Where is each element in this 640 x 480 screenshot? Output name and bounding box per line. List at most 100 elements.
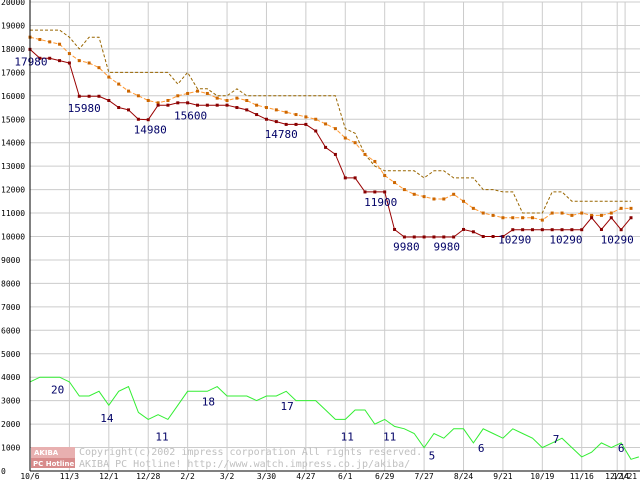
x-tick-label: 10/19 <box>530 472 554 480</box>
series-2-point <box>235 96 239 100</box>
series-3-point <box>343 176 347 180</box>
series-3-point <box>166 103 170 107</box>
series-2-point <box>127 89 131 93</box>
x-tick-label: 9/21 <box>493 472 512 480</box>
series-3-point <box>442 235 446 239</box>
series-2-point <box>38 38 42 42</box>
series-2-point <box>304 115 308 119</box>
series-2-point <box>186 91 190 95</box>
series-3-point <box>540 228 544 232</box>
data-label: 9980 <box>393 241 420 254</box>
data-label: 14980 <box>134 123 167 136</box>
x-tick-label: 10/6 <box>20 472 39 480</box>
data-label: 10290 <box>601 234 634 247</box>
y-tick-label: 0 <box>1 467 6 476</box>
series-3-point <box>235 106 239 110</box>
series-2-point <box>393 181 397 185</box>
series-2-point <box>48 40 52 44</box>
series-2-point <box>166 98 170 102</box>
watermark-logo-top: AKIBA <box>34 449 59 457</box>
data-label: 9980 <box>434 241 461 254</box>
series-3-point <box>146 118 150 122</box>
series-2-point <box>501 216 505 220</box>
y-tick-label: 13000 <box>1 162 25 171</box>
series-line-2 <box>29 36 631 221</box>
series-3-point <box>225 103 229 107</box>
data-label: 18 <box>202 395 215 408</box>
data-label: 6 <box>478 442 485 455</box>
y-tick-label: 10000 <box>1 233 25 242</box>
series-3-point <box>215 103 219 107</box>
series-2-point <box>521 216 525 220</box>
series-3-point <box>383 190 387 194</box>
x-tick-label: 12/14 <box>605 472 629 480</box>
series-2-point <box>343 136 347 140</box>
series-2-point <box>225 98 229 102</box>
data-annotations: 17980 15980 14980 15600 14780 11900 9980 9980 10… <box>14 55 633 462</box>
series-3-point <box>205 103 209 107</box>
series-3-point <box>511 228 515 232</box>
x-tick-label: 12/1 <box>99 472 118 480</box>
y-tick-label: 8000 <box>1 279 20 288</box>
data-label: 14780 <box>265 128 298 141</box>
series-2-point <box>590 213 594 217</box>
series-2-point <box>324 122 328 126</box>
series-3-point <box>255 113 259 117</box>
series-3-point <box>245 108 249 112</box>
series-3-point <box>324 145 328 149</box>
x-tick-label: 4/27 <box>296 472 315 480</box>
series-3-point <box>67 61 71 65</box>
series-lines <box>28 29 640 460</box>
series-3-point <box>373 190 377 194</box>
data-label: 11 <box>155 431 168 444</box>
series-3-point <box>580 228 584 232</box>
series-2-point <box>491 213 495 217</box>
x-tick-label: 2/2 <box>180 472 195 480</box>
series-3-point <box>619 228 623 232</box>
series-3-point <box>363 190 367 194</box>
series-2-point <box>215 96 219 100</box>
series-2-point <box>609 211 613 215</box>
series-3-point <box>629 216 633 220</box>
series-2-point <box>156 101 160 105</box>
x-tick-label: 11/16 <box>570 472 594 480</box>
series-3-point <box>77 94 81 98</box>
series-3-point <box>481 235 485 238</box>
series-2-point <box>117 82 121 86</box>
x-tick-label: 11/3 <box>60 472 79 480</box>
x-tick-label: 8/24 <box>454 472 473 480</box>
series-2-point <box>245 98 249 102</box>
series-3-point <box>501 235 505 238</box>
series-2-point <box>452 192 456 196</box>
y-tick-label: 20000 <box>1 0 25 7</box>
series-2-point <box>107 75 111 79</box>
data-label: 15980 <box>68 102 101 115</box>
series-3-point <box>97 94 101 98</box>
series-2-point <box>629 206 633 210</box>
series-2-point <box>619 206 623 210</box>
series-3-point <box>136 117 140 121</box>
series-3-point <box>58 59 62 63</box>
series-3-point <box>609 216 613 220</box>
series-2-point <box>87 61 91 65</box>
y-tick-label: 4000 <box>1 373 20 382</box>
series-line-3 <box>29 49 632 238</box>
series-2-point <box>353 141 357 145</box>
series-2-point <box>462 199 466 203</box>
series-3-point <box>570 228 574 232</box>
data-label: 20 <box>51 384 64 397</box>
data-label: 5 <box>429 449 436 462</box>
y-tick-label: 16000 <box>1 92 25 101</box>
series-line-1 <box>30 29 631 214</box>
series-2-point <box>255 103 259 107</box>
data-label: 6 <box>618 442 625 455</box>
y-tick-label: 12000 <box>1 186 25 195</box>
series-3-point <box>48 56 52 60</box>
x-tick-label: 3/30 <box>257 472 276 480</box>
series-2-point <box>383 174 387 178</box>
series-3-point <box>530 228 534 232</box>
x-tick-label: 12/21 <box>613 472 637 480</box>
watermark-copyright: Copyright(c)2002 impress corporation All… <box>79 447 422 458</box>
series-2-point <box>540 218 544 222</box>
y-tick-label: 15000 <box>1 115 25 124</box>
